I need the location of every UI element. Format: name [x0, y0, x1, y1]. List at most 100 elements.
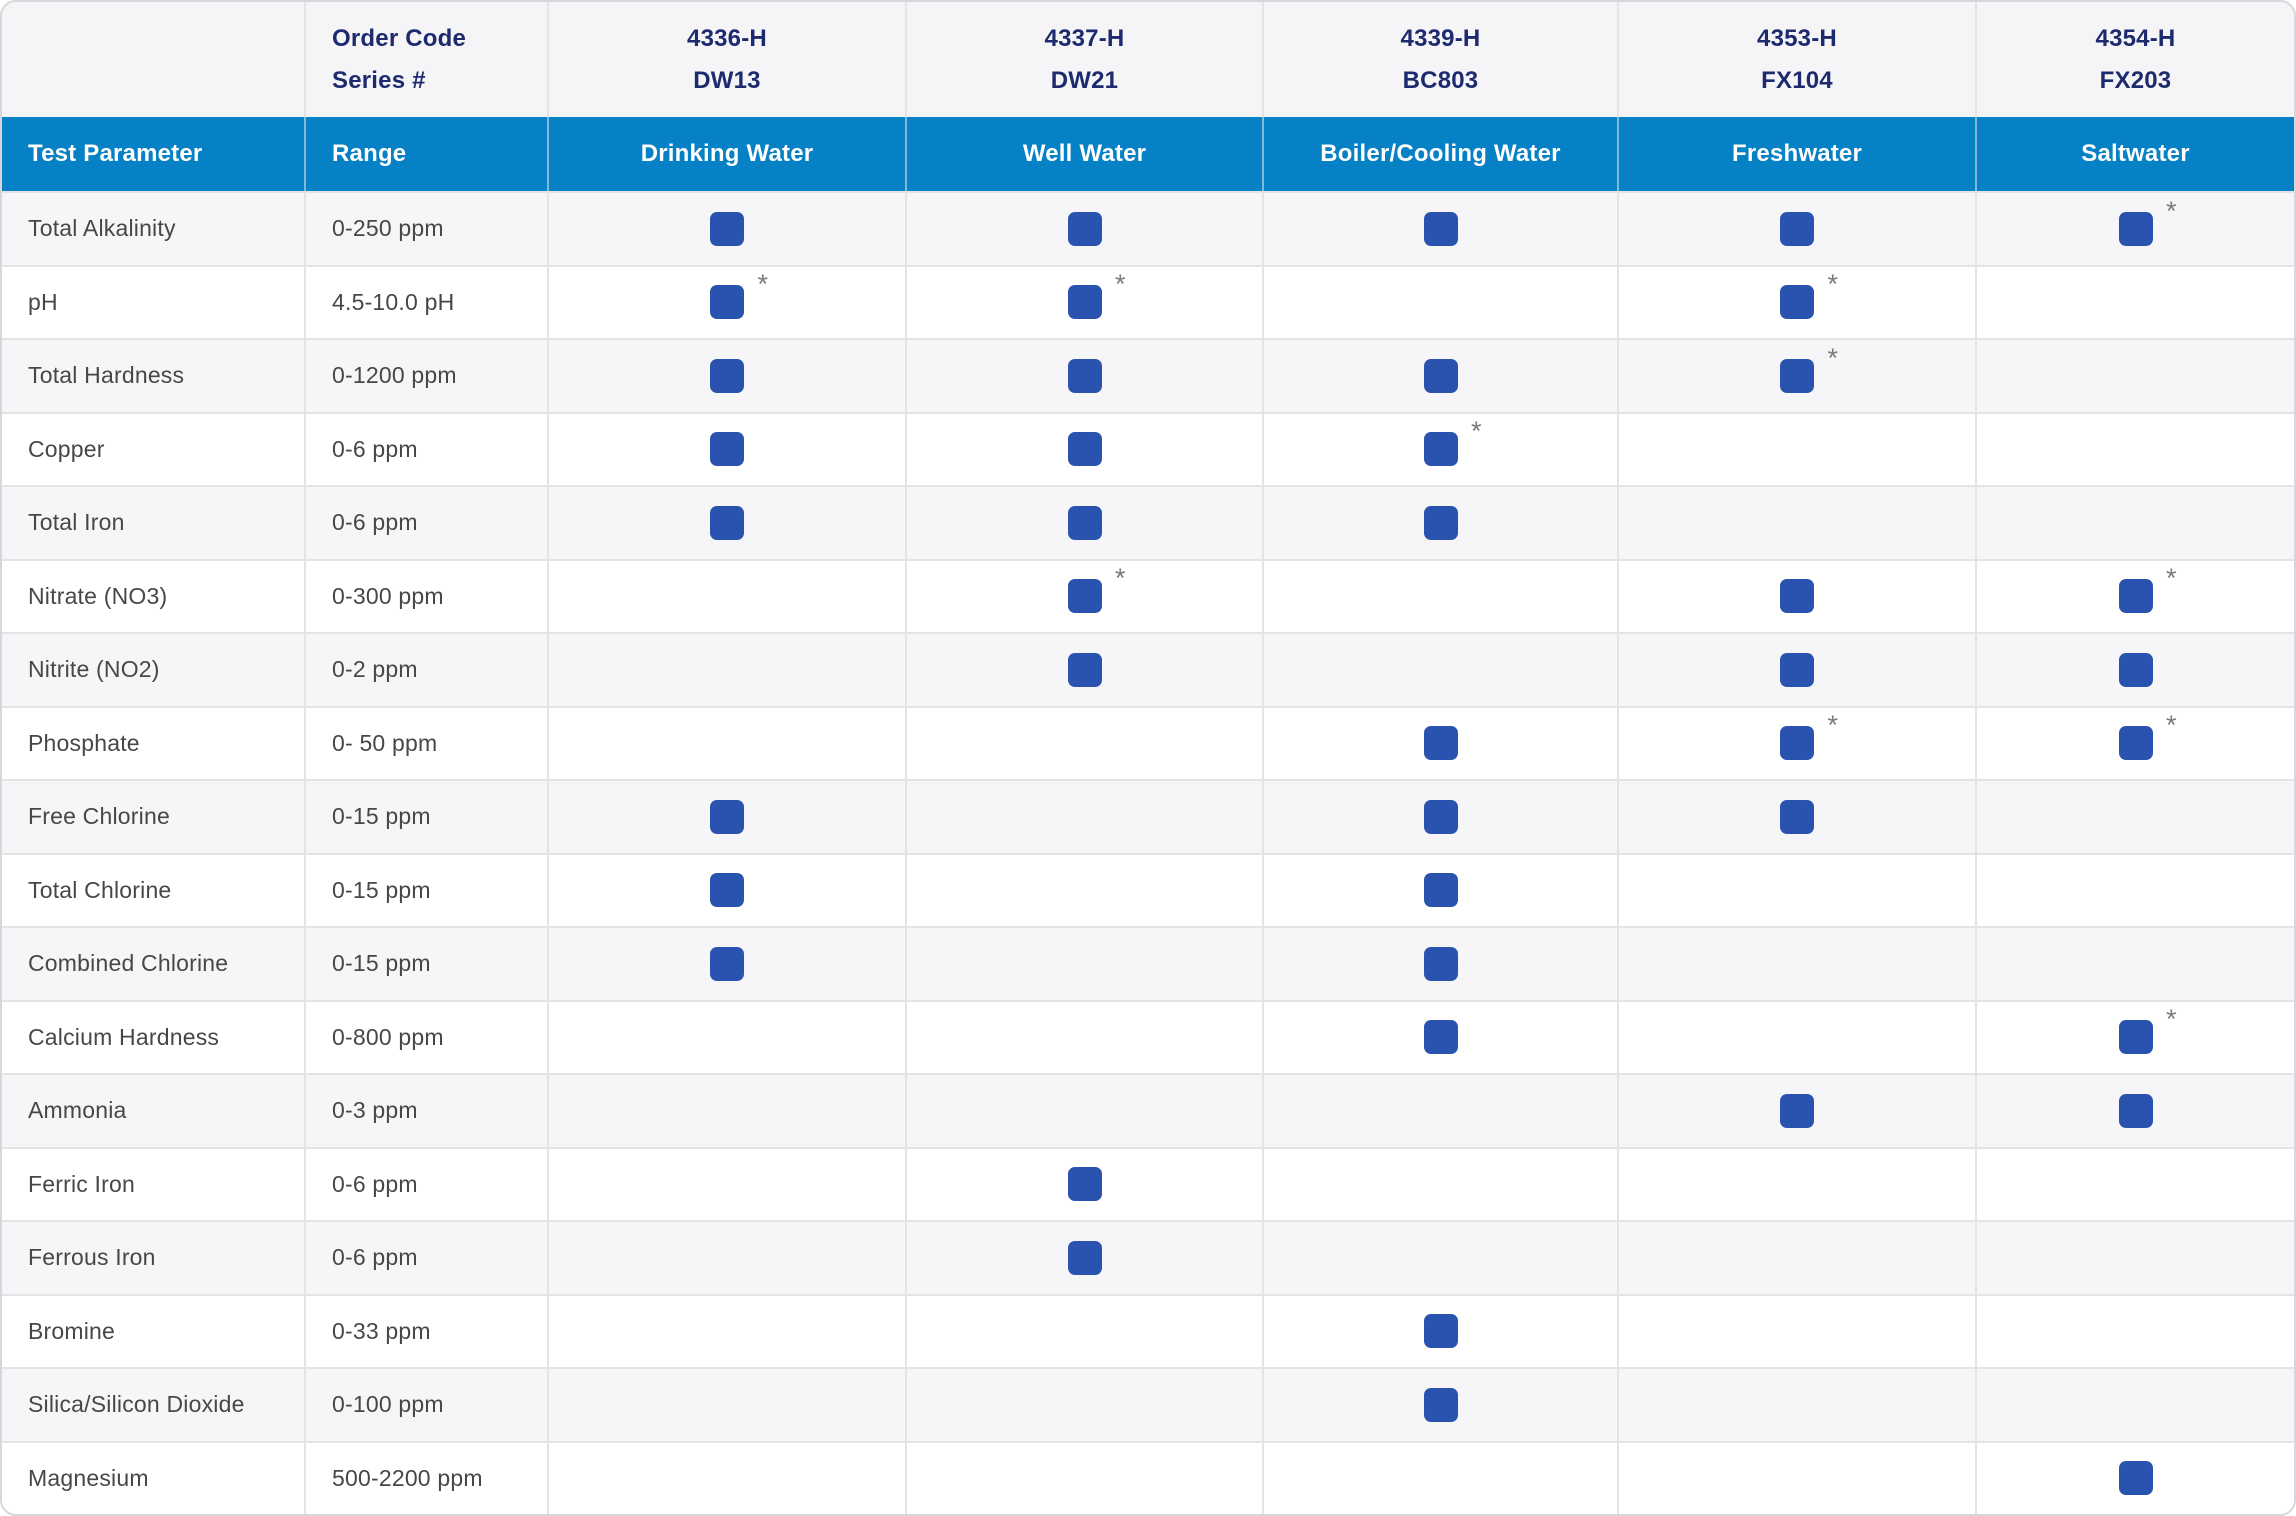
table-row: Phosphate 0- 50 ppm * * — [2, 705, 2294, 779]
check-indicator — [1423, 873, 1458, 908]
check-indicator — [710, 432, 744, 467]
check-square-icon — [1423, 1314, 1458, 1349]
check-cell — [907, 634, 1264, 706]
check-indicator — [710, 358, 744, 393]
check-cell — [1264, 1222, 1619, 1294]
parameter-range: 0-15 ppm — [306, 854, 549, 926]
check-indicator: * — [1780, 344, 1838, 393]
check-indicator — [1423, 726, 1458, 761]
parameter-range: 0-300 ppm — [306, 560, 549, 632]
check-cell — [907, 413, 1264, 485]
check-cell — [907, 1148, 1264, 1220]
parameter-name: Total Alkalinity — [2, 193, 306, 265]
check-cell — [549, 193, 907, 265]
parameter-name: Silica/Silicon Dioxide — [2, 1369, 306, 1441]
table-row: Free Chlorine 0-15 ppm — [2, 779, 2294, 853]
check-cell — [1619, 1148, 1977, 1220]
check-cell — [907, 193, 1264, 265]
asterisk-marker: * — [2165, 563, 2177, 594]
check-square-icon — [2118, 211, 2153, 246]
check-square-icon — [2118, 726, 2153, 761]
check-indicator — [1423, 211, 1458, 246]
product-header-cell: 4339-H BC803 — [1264, 2, 1619, 117]
test-parameter-header: Test Parameter — [28, 140, 203, 167]
check-cell — [1619, 634, 1977, 706]
range-header-cell: Range — [306, 117, 549, 191]
check-square-icon — [1423, 873, 1458, 908]
product-series: BC803 — [1402, 66, 1479, 94]
check-cell: * — [1619, 707, 1977, 779]
check-cell — [907, 854, 1264, 926]
check-indicator: * — [1067, 271, 1126, 320]
check-square-icon — [1067, 652, 1102, 687]
check-cell — [1264, 854, 1619, 926]
check-cell: * — [1977, 193, 2294, 265]
range-header: Range — [332, 140, 407, 167]
check-indicator: * — [1067, 565, 1126, 614]
table-row: Magnesium 500-2200 ppm — [2, 1440, 2294, 1514]
parameter-range: 0-33 ppm — [306, 1295, 549, 1367]
parameter-range: 0-800 ppm — [306, 1001, 549, 1073]
check-cell — [1264, 781, 1619, 853]
check-cell — [1619, 781, 1977, 853]
check-square-icon — [1423, 432, 1458, 467]
check-cell — [1264, 193, 1619, 265]
check-square-icon — [1423, 1020, 1458, 1055]
check-indicator — [2118, 1461, 2153, 1496]
table-row: Silica/Silicon Dioxide 0-100 ppm — [2, 1367, 2294, 1441]
table-row: Nitrate (NO3) 0-300 ppm * * — [2, 558, 2294, 632]
check-cell — [907, 1442, 1264, 1514]
order-code-header-cell: Order Code Series # — [306, 2, 549, 117]
check-cell — [549, 560, 907, 632]
asterisk-marker: * — [2165, 710, 2177, 741]
parameter-name: Nitrite (NO2) — [2, 634, 306, 706]
water-type-label: Freshwater — [1731, 140, 1863, 167]
check-cell: * — [907, 266, 1264, 338]
product-series: DW13 — [693, 66, 761, 94]
check-square-icon — [710, 211, 744, 246]
product-series: DW21 — [1050, 66, 1119, 94]
check-cell — [1264, 487, 1619, 559]
check-square-icon — [710, 285, 744, 320]
check-cell — [1264, 266, 1619, 338]
table-row: Ammonia 0-3 ppm — [2, 1073, 2294, 1147]
check-square-icon — [710, 505, 744, 540]
check-indicator: * — [2118, 712, 2177, 761]
check-cell — [549, 1369, 907, 1441]
check-cell — [1619, 1001, 1977, 1073]
check-indicator — [1067, 211, 1102, 246]
table-row: Total Iron 0-6 ppm — [2, 485, 2294, 559]
check-cell — [1619, 1222, 1977, 1294]
check-cell — [1264, 1001, 1619, 1073]
product-code: 4353-H — [1757, 24, 1837, 52]
check-cell — [1977, 1222, 2294, 1294]
parameter-name: Ammonia — [2, 1075, 306, 1147]
check-indicator — [710, 873, 744, 908]
check-cell — [1619, 928, 1977, 1000]
check-cell — [549, 340, 907, 412]
check-indicator: * — [1423, 418, 1482, 467]
check-indicator — [1780, 579, 1814, 614]
check-square-icon — [1067, 579, 1102, 614]
check-indicator — [1423, 799, 1458, 834]
check-square-icon — [1423, 726, 1458, 761]
check-square-icon — [1067, 285, 1102, 320]
check-indicator — [2118, 652, 2153, 687]
table-row: Total Alkalinity 0-250 ppm * — [2, 191, 2294, 265]
check-indicator — [1423, 358, 1458, 393]
check-cell — [1977, 1296, 2294, 1368]
check-cell — [1619, 1295, 1977, 1367]
check-indicator: * — [2118, 197, 2177, 246]
check-square-icon — [2118, 1020, 2153, 1055]
product-header-cell: 4337-H DW21 — [907, 2, 1264, 117]
header-row-order-codes: Order Code Series # 4336-H DW13 4337-H D… — [2, 2, 2294, 117]
check-cell — [1264, 1442, 1619, 1514]
check-cell — [907, 928, 1264, 1000]
check-cell: * — [1619, 340, 1977, 412]
water-type-label: Saltwater — [2081, 140, 2190, 167]
check-square-icon — [710, 946, 744, 981]
check-cell — [1264, 707, 1619, 779]
table-body: Total Alkalinity 0-250 ppm * pH 4.5-10.0 pH *… — [2, 191, 2294, 1514]
check-indicator — [1423, 1020, 1458, 1055]
